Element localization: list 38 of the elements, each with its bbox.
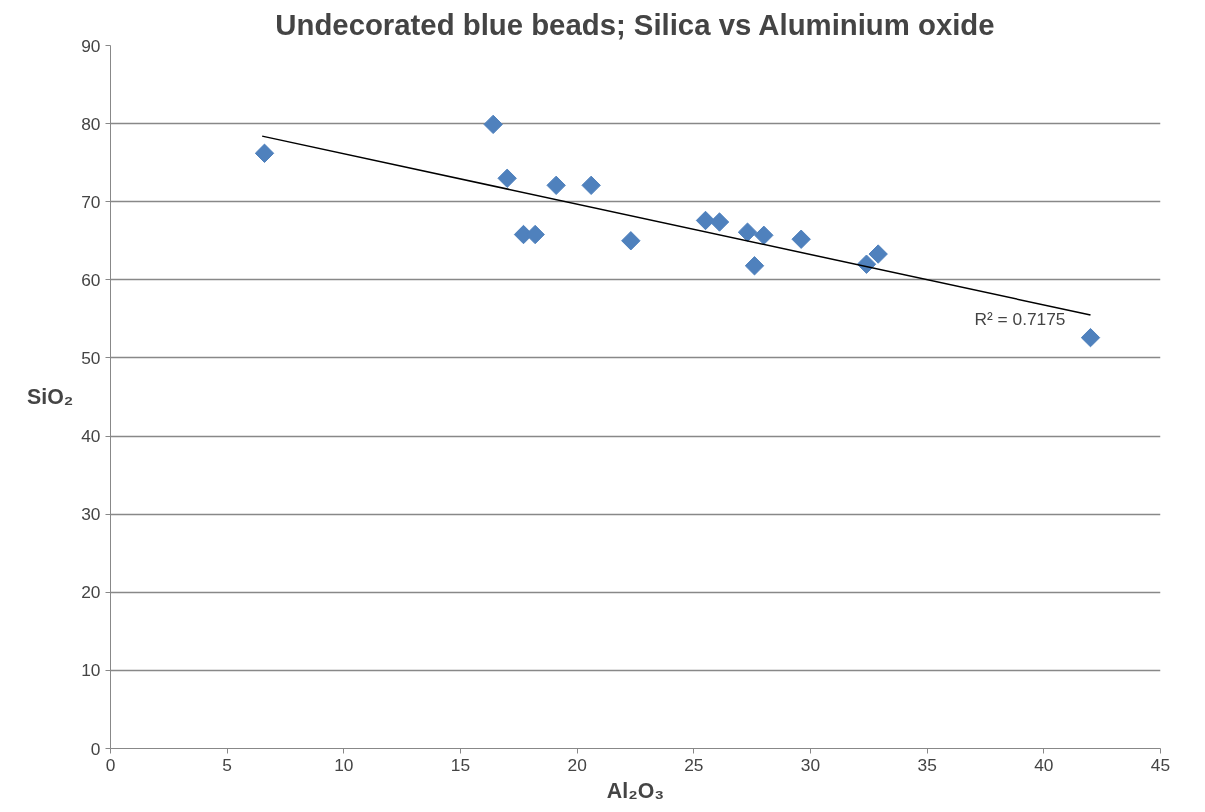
- annotation: R² = 0.7175: [974, 308, 1066, 329]
- point: [754, 225, 774, 245]
- x-tick-label: 0: [105, 754, 116, 775]
- y-tick-label: 40: [81, 426, 101, 447]
- point: [695, 210, 716, 231]
- y-tick-label: 70: [81, 191, 101, 212]
- y-tick-label: 10: [81, 660, 101, 681]
- y-tick-label: 20: [81, 582, 101, 603]
- point: [581, 175, 601, 196]
- y-tick-label: 0: [90, 738, 101, 759]
- point: [546, 175, 566, 196]
- chart-title: Undecorated blue beads; Silica vs Aluminium oxide: [275, 7, 995, 41]
- x-tick-label: 10: [334, 754, 354, 775]
- point: [483, 114, 503, 135]
- point: [791, 229, 811, 249]
- point: [497, 168, 517, 188]
- y-tick-label: 50: [81, 347, 101, 368]
- x-tick-label: 15: [450, 754, 471, 775]
- point: [254, 143, 275, 163]
- y-tick-label: 80: [81, 113, 101, 134]
- y-tick-label: 90: [81, 35, 101, 56]
- x-tick-label: 30: [800, 754, 821, 775]
- x-tick-label: 35: [917, 754, 937, 775]
- point: [737, 222, 758, 242]
- y-tick-label: 60: [81, 269, 101, 290]
- y-tick-label: 30: [81, 504, 101, 525]
- x-tick-label: 25: [684, 754, 704, 775]
- y-axis-title: SiO₂: [27, 385, 74, 409]
- point: [1080, 327, 1101, 348]
- x-axis-title: Al₂O₃: [606, 778, 665, 803]
- x-tick-label: 45: [1150, 754, 1171, 775]
- x-tick-label: 20: [567, 754, 587, 775]
- x-tick-label: 5: [222, 754, 232, 775]
- point: [868, 244, 888, 264]
- x-tick-label: 40: [1034, 754, 1054, 775]
- point: [621, 231, 641, 251]
- point: [709, 212, 730, 232]
- point: [744, 256, 765, 276]
